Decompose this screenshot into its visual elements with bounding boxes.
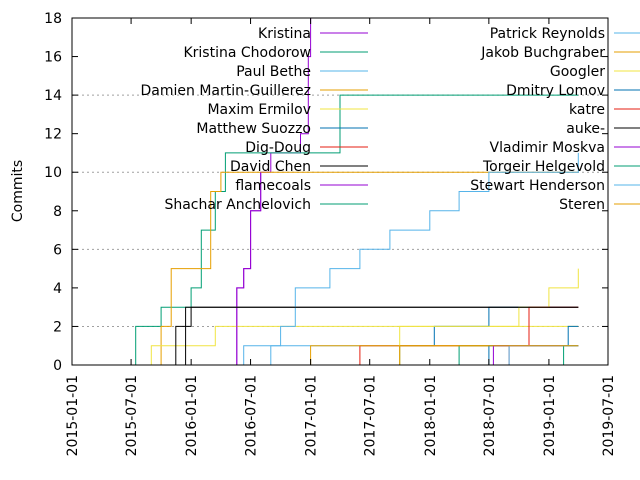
legend-label: Maxim Ermilov (207, 102, 311, 118)
legend-label: Vladimir Moskva (490, 140, 605, 156)
series-line-5 (359, 306, 579, 366)
x-tick-label: 2018-07-01 (482, 375, 498, 456)
y-axis-label: Commits (10, 160, 26, 222)
legend-label: Torgeir Helgevold (482, 159, 605, 175)
series-line-6 (349, 345, 579, 366)
y-tick-label: 4 (53, 281, 62, 297)
y-tick-label: 10 (44, 165, 62, 181)
legend-label: David Chen (230, 159, 311, 175)
series-line-17 (548, 345, 579, 366)
legend-label: auke- (566, 121, 605, 137)
x-tick-label: 2015-07-01 (124, 375, 140, 456)
series-line-11 (300, 345, 579, 366)
legend-label: Damien Martin-Guillerez (141, 83, 311, 99)
series-line-9 (449, 345, 579, 366)
series-line-2 (240, 345, 579, 366)
legend: Kristina Kristina Chodorow Paul Bethe Damie… (141, 26, 640, 213)
y-tick-label: 2 (53, 319, 62, 335)
series-line-7 (161, 306, 579, 366)
x-tick-label: 2018-01-01 (423, 375, 439, 456)
legend-label: Dig-Doug (245, 140, 311, 156)
x-tick-label: 2016-01-01 (184, 375, 200, 456)
legend-label: Jakob Buchgraber (480, 45, 605, 61)
series-line-3 (131, 171, 579, 366)
y-tick-label: 0 (53, 358, 62, 374)
legend-label: Stewart Henderson (470, 178, 605, 194)
legend-label: Patrick Reynolds (490, 26, 605, 42)
legend-label: Googler (550, 64, 605, 80)
series-line-18 (493, 345, 579, 366)
y-tick-label: 8 (53, 204, 62, 220)
series-line-19 (389, 345, 579, 366)
y-tick-label: 18 (44, 11, 62, 27)
y-tick-label: 12 (44, 127, 62, 143)
series-line-16 (488, 345, 579, 366)
y-tick-label: 14 (44, 88, 62, 104)
legend-label: Dmitry Lomov (506, 83, 605, 99)
series-line-8 (230, 172, 262, 366)
x-tick-label: 2019-01-01 (542, 375, 558, 456)
legend-label: Paul Bethe (236, 64, 311, 80)
x-tick-label: 2016-07-01 (244, 375, 260, 456)
x-tick-label: 2015-01-01 (65, 375, 81, 456)
y-tick-label: 6 (53, 242, 62, 258)
x-tick-label: 2019-07-01 (601, 375, 617, 456)
series-line-12 (379, 268, 579, 366)
legend-label: flamecoals (235, 178, 311, 194)
series-line-1 (131, 94, 579, 366)
legend-label: Matthew Suozzo (196, 121, 311, 137)
legend-label: Steren (559, 197, 605, 213)
x-tick-label: 2017-01-01 (304, 375, 320, 456)
x-tick-label: 2017-07-01 (363, 375, 379, 456)
legend-label: Shachar Anchelovich (164, 197, 311, 213)
plot-frame (71, 17, 609, 366)
legend-label: katre (569, 102, 605, 118)
axes: 0 2 4 6 8 10 12 14 16 18 2015-01-01 2015-07-01 2016-… (44, 11, 617, 456)
y-tick-label: 16 (44, 50, 62, 66)
series-line-15 (161, 306, 579, 366)
legend-label: Kristina (258, 26, 311, 42)
series-line-10 (250, 152, 579, 366)
legend-label: Kristina Chodorow (183, 45, 311, 61)
series-line-14 (499, 306, 579, 366)
